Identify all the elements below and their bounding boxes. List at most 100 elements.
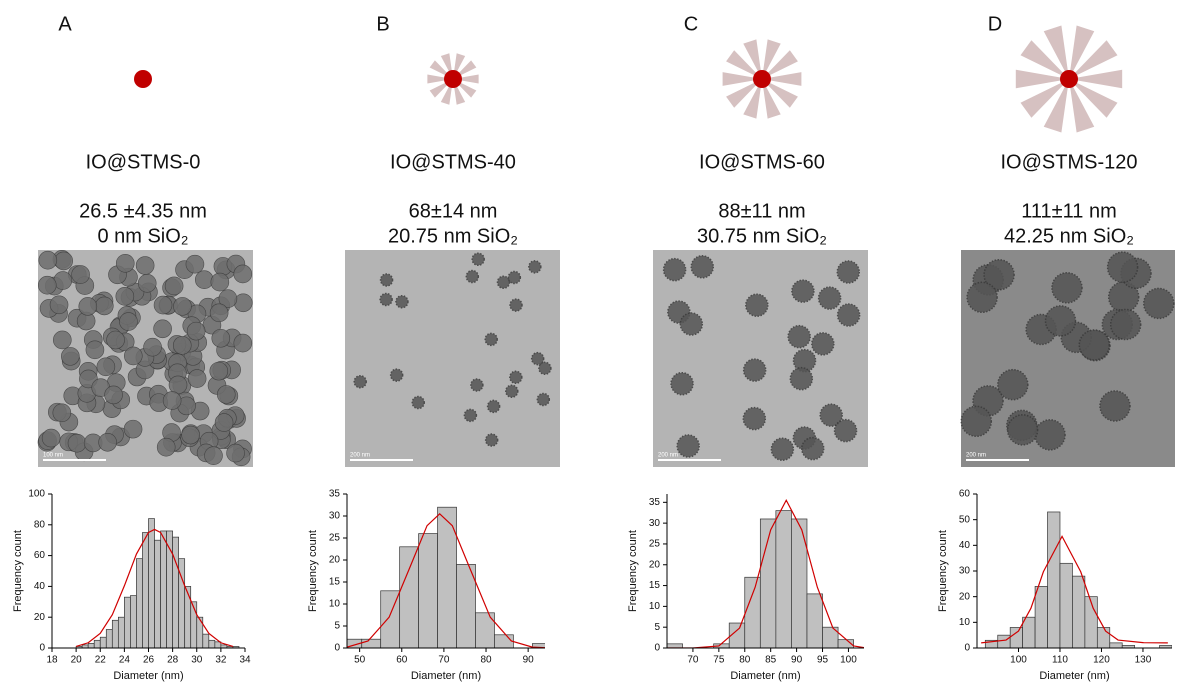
tem-particle [353,374,367,389]
sample-name: IO@STMS-60 [699,151,825,173]
bar [822,626,839,648]
tem-particle [507,270,522,285]
iron-oxide-core [444,70,462,88]
tem-particle [78,297,98,316]
sample-name: IO@STMS-120 [1000,151,1137,173]
silica-spike [1069,69,1123,89]
y-tick-label: 10 [649,601,661,612]
x-tick-label: 80 [739,655,751,666]
sample-size: 111±11 nm [1021,200,1116,222]
silica-spike [726,79,762,108]
y-tick-label: 5 [654,622,660,633]
bar [494,634,514,648]
x-tick-label: 24 [119,655,131,666]
scale-bar-label: 100 nm [43,453,63,459]
x-tick-label: 18 [46,655,58,666]
tem-particle [61,347,80,366]
y-tick-label: 60 [959,489,971,500]
tem-particle [162,391,182,410]
tem-particle [465,269,480,284]
tem-particle [484,332,498,347]
bar [142,532,149,648]
tem-particle [538,361,552,376]
tem-particle [770,437,795,461]
tem-particle [143,337,162,357]
tem-particle [1034,419,1066,451]
tem-background [345,250,560,467]
sample-name: IO@STMS-40 [390,151,516,173]
tem-particle [509,370,523,385]
tem-particle [484,433,499,447]
tem-particle [791,279,815,303]
bar [1072,575,1086,648]
silica-spike [453,74,479,84]
bar [1022,616,1036,648]
fit-curve [667,498,864,648]
tem-particle [1051,272,1083,304]
tem-particle [789,366,814,391]
tem-particle [211,328,231,348]
y-tick-label: 20 [959,591,971,602]
x-tick-label: 70 [438,655,450,666]
bar [202,633,210,648]
silica-spike [1069,79,1095,133]
tem-particle [833,418,858,443]
bar [148,518,155,648]
tem-particle [204,446,223,465]
x-tick-label: 50 [354,655,366,666]
silica-spike [762,79,781,119]
tem-particle [153,295,173,315]
tem-particle [1044,305,1077,337]
silica-spike [762,50,798,79]
tem-particle [233,333,253,353]
tem-particle [836,260,861,284]
x-axis-label: Diameter (nm) [411,670,481,682]
tem-particle [670,371,694,396]
shell-thickness: 30.75 nm SiO₂ [697,225,827,247]
tem-particle [137,274,157,293]
tem-particle [85,340,105,360]
tem-image: 200 nm [653,250,868,467]
bar [99,636,107,648]
bar [667,643,683,648]
tem-particle [379,273,394,287]
bar [172,536,180,648]
silica-spike [1069,40,1118,79]
bar [154,539,161,648]
bars [984,511,1172,648]
tem-particle [1109,308,1142,341]
tem-particle [389,368,404,382]
y-tick-label: 60 [34,550,46,561]
bar [124,596,131,648]
sample-size: 88±11 nm [718,200,805,222]
y-tick-label: 40 [959,540,971,551]
y-tick-label: 20 [329,555,341,566]
bar [184,586,192,648]
tem-particle [226,443,245,463]
bar [806,593,823,648]
x-tick-label: 100 [1010,655,1027,666]
bar [418,533,438,648]
tem-particle [811,332,835,356]
bar [997,634,1011,648]
tem-background [653,250,868,467]
tem-particle [819,403,843,427]
bar [87,643,95,648]
silica-spike [1015,69,1069,89]
y-tick-label: 10 [329,599,341,610]
tem-particle [233,264,253,284]
y-tick-label: 20 [649,559,661,570]
y-tick-label: 35 [649,497,661,508]
y-tick-label: 25 [329,533,341,544]
y-tick-label: 5 [334,621,340,632]
y-tick-label: 50 [959,514,971,525]
tem-particle [210,272,230,292]
x-tick-label: 110 [1052,655,1068,666]
x-tick-label: 85 [765,655,777,666]
y-tick-label: 20 [34,612,46,623]
y-tick-label: 30 [649,518,661,529]
particle-icon [722,39,802,119]
y-tick-label: 0 [39,643,45,654]
iron-oxide-core [1060,70,1078,88]
bar [1009,627,1023,648]
